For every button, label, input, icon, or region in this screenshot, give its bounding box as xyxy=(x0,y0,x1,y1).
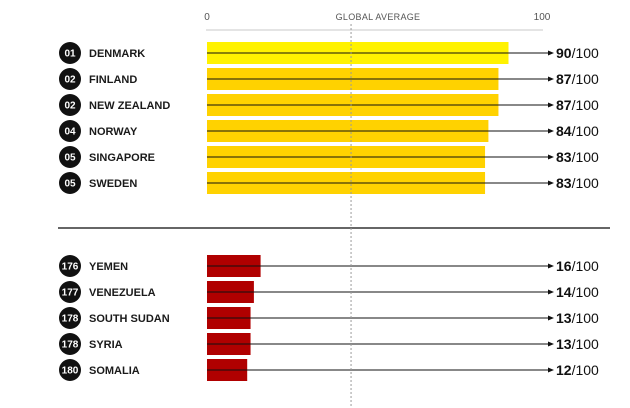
leader-arrow xyxy=(548,263,554,269)
score-suffix: /100 xyxy=(572,310,599,326)
score-label: 90/100 xyxy=(556,45,599,61)
rank-badge xyxy=(59,94,81,116)
rank-badge xyxy=(59,172,81,194)
score-value: 12 xyxy=(556,362,572,378)
score-suffix: /100 xyxy=(572,97,599,113)
leader-arrow xyxy=(548,341,554,347)
score-value: 83 xyxy=(556,149,572,165)
score-value: 90 xyxy=(556,45,572,61)
score-label: 83/100 xyxy=(556,175,599,191)
score-suffix: /100 xyxy=(572,149,599,165)
rank-number: 02 xyxy=(64,101,76,112)
leader-arrow xyxy=(548,102,554,108)
score-value: 87 xyxy=(556,71,572,87)
rank-number: 02 xyxy=(64,75,76,86)
score-value: 16 xyxy=(556,258,572,274)
bottom-countries-group: 176 YEMEN 16/100 177 VENEZUELA 14/100 178 SOUTH… xyxy=(59,255,599,381)
leader-arrow xyxy=(548,128,554,134)
country-name: NORWAY xyxy=(89,126,138,138)
rank-badge xyxy=(59,359,81,381)
leader-arrow xyxy=(548,180,554,186)
country-name: YEMEN xyxy=(89,261,128,273)
rank-badge xyxy=(59,120,81,142)
score-suffix: /100 xyxy=(572,336,599,352)
rank-number: 176 xyxy=(62,262,79,273)
top-countries-group: 01 DENMARK 90/100 02 FINLAND 87/100 02 NEW ZEAL… xyxy=(59,42,599,194)
country-name: FINLAND xyxy=(89,74,137,86)
rank-badge xyxy=(59,333,81,355)
rank-badge xyxy=(59,42,81,64)
score-label: 83/100 xyxy=(556,149,599,165)
score-suffix: /100 xyxy=(572,258,599,274)
rank-badge xyxy=(59,146,81,168)
country-name: SOMALIA xyxy=(89,365,140,377)
score-value: 83 xyxy=(556,175,572,191)
rank-number: 177 xyxy=(62,288,79,299)
score-suffix: /100 xyxy=(572,45,599,61)
score-suffix: /100 xyxy=(572,284,599,300)
score-suffix: /100 xyxy=(572,362,599,378)
score-value: 13 xyxy=(556,336,572,352)
country-name: SYRIA xyxy=(89,339,123,351)
rank-number: 178 xyxy=(62,314,79,325)
rank-number: 178 xyxy=(62,340,79,351)
country-name: SINGAPORE xyxy=(89,152,155,164)
rank-number: 180 xyxy=(62,366,79,377)
rank-badge xyxy=(59,307,81,329)
leader-arrow xyxy=(548,367,554,373)
leader-arrow xyxy=(548,315,554,321)
rank-badge xyxy=(59,68,81,90)
rank-badge xyxy=(59,281,81,303)
leader-arrow xyxy=(548,289,554,295)
score-label: 16/100 xyxy=(556,258,599,274)
rank-number: 05 xyxy=(64,179,76,190)
country-name: SOUTH SUDAN xyxy=(89,313,170,325)
score-value: 84 xyxy=(556,123,572,139)
global-average-label: GLOBAL AVERAGE xyxy=(336,12,421,22)
leader-arrow xyxy=(548,154,554,160)
score-label: 13/100 xyxy=(556,336,599,352)
score-value: 13 xyxy=(556,310,572,326)
score-label: 14/100 xyxy=(556,284,599,300)
leader-arrow xyxy=(548,50,554,56)
score-label: 84/100 xyxy=(556,123,599,139)
score-label: 87/100 xyxy=(556,71,599,87)
rank-badge xyxy=(59,255,81,277)
rank-number: 01 xyxy=(64,49,76,60)
leader-arrow xyxy=(548,76,554,82)
country-name: DENMARK xyxy=(89,48,145,60)
score-label: 87/100 xyxy=(556,97,599,113)
rank-number: 05 xyxy=(64,153,76,164)
score-suffix: /100 xyxy=(572,71,599,87)
score-label: 13/100 xyxy=(556,310,599,326)
axis-tick-max: 100 xyxy=(534,12,551,23)
country-name: SWEDEN xyxy=(89,178,137,190)
score-label: 12/100 xyxy=(556,362,599,378)
axis-tick-min: 0 xyxy=(204,12,210,23)
score-value: 87 xyxy=(556,97,572,113)
rank-number: 04 xyxy=(64,127,76,138)
country-name: NEW ZEALAND xyxy=(89,100,170,112)
country-name: VENEZUELA xyxy=(89,287,156,299)
score-value: 14 xyxy=(556,284,572,300)
score-suffix: /100 xyxy=(572,123,599,139)
score-suffix: /100 xyxy=(572,175,599,191)
